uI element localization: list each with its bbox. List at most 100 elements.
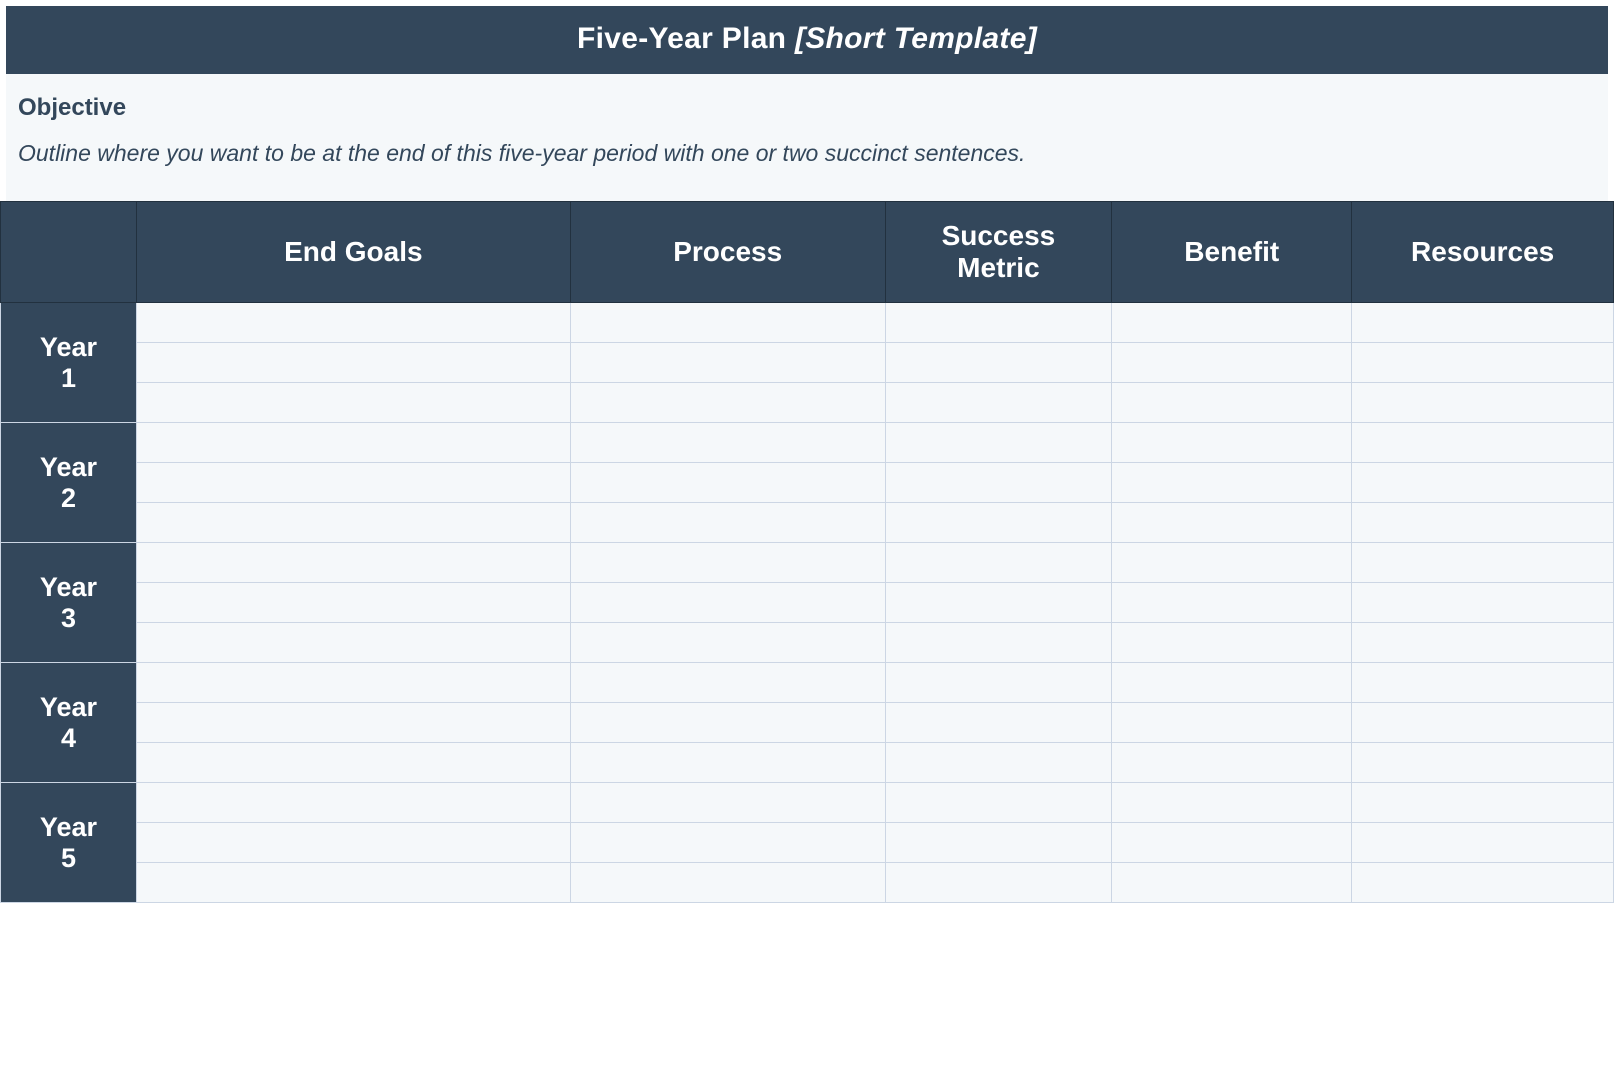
table-cell[interactable] [885,823,1112,863]
table-cell[interactable] [1112,423,1352,463]
title-bar: Five-Year Plan [Short Template] [6,6,1608,74]
table-cell[interactable] [1352,823,1614,863]
table-cell[interactable] [570,503,885,543]
year-label: Year3 [1,543,137,663]
table-cell[interactable] [570,783,885,823]
table-cell[interactable] [1352,583,1614,623]
table-cell[interactable] [1352,863,1614,903]
table-cell[interactable] [1112,503,1352,543]
table-cell[interactable] [570,543,885,583]
objective-label: Objective [18,94,1596,122]
table-cell[interactable] [1352,423,1614,463]
column-header-success-metric: SuccessMetric [885,202,1112,303]
table-cell[interactable] [570,863,885,903]
table-cell[interactable] [1352,663,1614,703]
table-cell[interactable] [1112,783,1352,823]
table-cell[interactable] [570,623,885,663]
year-label: Year4 [1,663,137,783]
table-row [1,383,1614,423]
plan-table: End Goals Process SuccessMetric Benefit … [0,201,1614,903]
table-cell[interactable] [1352,343,1614,383]
table-cell[interactable] [570,663,885,703]
table-cell[interactable] [136,463,570,503]
table-cell[interactable] [1112,623,1352,663]
column-header-process: Process [570,202,885,303]
table-cell[interactable] [885,863,1112,903]
table-cell[interactable] [136,703,570,743]
table-cell[interactable] [570,463,885,503]
table-cell[interactable] [1112,823,1352,863]
table-cell[interactable] [570,343,885,383]
table-cell[interactable] [885,543,1112,583]
table-cell[interactable] [1112,383,1352,423]
table-cell[interactable] [1352,303,1614,343]
table-cell[interactable] [570,303,885,343]
table-cell[interactable] [1112,343,1352,383]
table-cell[interactable] [885,743,1112,783]
table-cell[interactable] [570,583,885,623]
table-cell[interactable] [570,823,885,863]
column-header-benefit: Benefit [1112,202,1352,303]
table-cell[interactable] [1352,543,1614,583]
table-cell[interactable] [1112,303,1352,343]
table-cell[interactable] [1352,623,1614,663]
table-cell[interactable] [885,423,1112,463]
table-cell[interactable] [136,383,570,423]
table-cell[interactable] [885,663,1112,703]
table-cell[interactable] [1352,383,1614,423]
table-cell[interactable] [136,623,570,663]
table-row: Year2 [1,423,1614,463]
table-cell[interactable] [136,743,570,783]
table-row [1,623,1614,663]
table-cell[interactable] [570,423,885,463]
table-cell[interactable] [1352,783,1614,823]
table-cell[interactable] [885,303,1112,343]
year-label: Year2 [1,423,137,543]
table-cell[interactable] [136,303,570,343]
table-cell[interactable] [1112,863,1352,903]
table-cell[interactable] [885,463,1112,503]
table-cell[interactable] [1112,583,1352,623]
table-cell[interactable] [885,583,1112,623]
table-cell[interactable] [570,703,885,743]
table-cell[interactable] [885,623,1112,663]
table-cell[interactable] [136,503,570,543]
table-cell[interactable] [1112,463,1352,503]
table-cell[interactable] [136,343,570,383]
table-row [1,583,1614,623]
table-cell[interactable] [136,823,570,863]
table-cell[interactable] [1112,543,1352,583]
table-cell[interactable] [885,783,1112,823]
column-header-row: End Goals Process SuccessMetric Benefit … [1,202,1614,303]
table-row: Year4 [1,663,1614,703]
table-cell[interactable] [570,743,885,783]
table-cell[interactable] [885,383,1112,423]
table-cell[interactable] [1112,663,1352,703]
table-cell[interactable] [136,783,570,823]
table-cell[interactable] [136,863,570,903]
table-cell[interactable] [1352,743,1614,783]
table-cell[interactable] [1352,463,1614,503]
table-row [1,503,1614,543]
table-cell[interactable] [885,503,1112,543]
table-row [1,863,1614,903]
year-label: Year5 [1,783,137,903]
table-cell[interactable] [1112,743,1352,783]
table-cell[interactable] [136,583,570,623]
table-row [1,823,1614,863]
table-cell[interactable] [136,423,570,463]
table-cell[interactable] [885,343,1112,383]
table-cell[interactable] [1112,703,1352,743]
objective-hint: Outline where you want to be at the end … [18,140,1596,167]
table-cell[interactable] [570,383,885,423]
table-cell[interactable] [1352,703,1614,743]
table-cell[interactable] [885,703,1112,743]
column-header-resources: Resources [1352,202,1614,303]
table-row [1,743,1614,783]
table-cell[interactable] [1352,503,1614,543]
five-year-plan-template: Five-Year Plan [Short Template] Objectiv… [0,0,1614,903]
table-cell[interactable] [136,543,570,583]
table-row: Year3 [1,543,1614,583]
table-cell[interactable] [136,663,570,703]
table-row [1,463,1614,503]
